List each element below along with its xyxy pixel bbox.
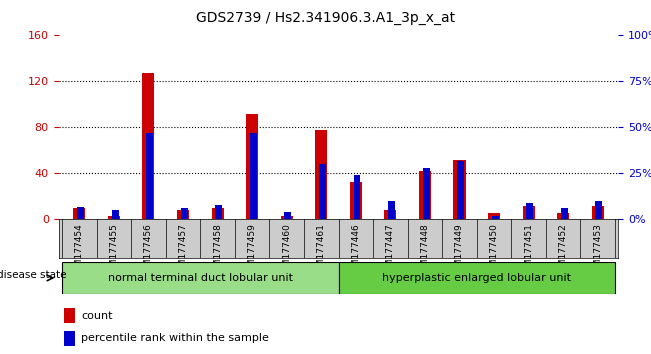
Text: GSM177452: GSM177452 <box>559 223 568 278</box>
Text: GDS2739 / Hs2.341906.3.A1_3p_x_at: GDS2739 / Hs2.341906.3.A1_3p_x_at <box>196 11 455 25</box>
Bar <box>64 308 76 323</box>
Text: normal terminal duct lobular unit: normal terminal duct lobular unit <box>108 273 293 283</box>
Bar <box>557 212 569 219</box>
Bar <box>388 201 395 219</box>
Bar <box>108 216 120 219</box>
Text: GSM177460: GSM177460 <box>282 223 291 278</box>
Text: GSM177459: GSM177459 <box>247 223 256 278</box>
Text: GSM177454: GSM177454 <box>75 223 84 278</box>
Bar <box>384 210 396 219</box>
Text: GSM177455: GSM177455 <box>109 223 118 278</box>
Text: GSM177461: GSM177461 <box>317 223 326 278</box>
Bar <box>419 171 431 219</box>
Bar <box>561 209 568 219</box>
Text: GSM177458: GSM177458 <box>213 223 222 278</box>
Bar <box>246 114 258 219</box>
Bar <box>250 133 256 219</box>
Bar <box>315 130 327 219</box>
Text: count: count <box>81 311 113 321</box>
Bar <box>350 182 362 219</box>
Text: GSM177448: GSM177448 <box>421 223 430 278</box>
Bar <box>592 206 603 219</box>
Text: GSM177450: GSM177450 <box>490 223 499 278</box>
Bar <box>143 73 154 219</box>
Bar <box>284 212 292 219</box>
Bar <box>64 331 76 346</box>
Bar <box>454 160 465 219</box>
Text: GSM177447: GSM177447 <box>386 223 395 278</box>
Text: GSM177453: GSM177453 <box>593 223 602 278</box>
Bar <box>422 168 430 219</box>
Bar <box>523 206 534 219</box>
Text: GSM177456: GSM177456 <box>144 223 153 278</box>
Text: GSM177446: GSM177446 <box>352 223 360 278</box>
Bar <box>177 210 189 219</box>
Bar <box>111 210 118 219</box>
Bar <box>74 208 85 219</box>
Bar <box>492 216 499 219</box>
Bar <box>212 208 223 219</box>
Bar <box>353 175 361 219</box>
Bar <box>488 212 500 219</box>
Bar <box>62 262 339 294</box>
Bar <box>457 161 464 219</box>
Text: hyperplastic enlarged lobular unit: hyperplastic enlarged lobular unit <box>382 273 572 283</box>
Bar <box>527 203 533 219</box>
Bar <box>181 209 187 219</box>
Text: GSM177449: GSM177449 <box>455 223 464 278</box>
Bar <box>339 262 615 294</box>
Bar <box>281 216 293 219</box>
Bar <box>77 207 84 219</box>
Bar <box>146 133 153 219</box>
Text: GSM177451: GSM177451 <box>524 223 533 278</box>
Text: percentile rank within the sample: percentile rank within the sample <box>81 333 269 343</box>
Text: GSM177457: GSM177457 <box>178 223 187 278</box>
Bar <box>596 201 602 219</box>
Text: disease state: disease state <box>0 270 67 280</box>
Bar <box>215 205 222 219</box>
Bar <box>319 164 326 219</box>
